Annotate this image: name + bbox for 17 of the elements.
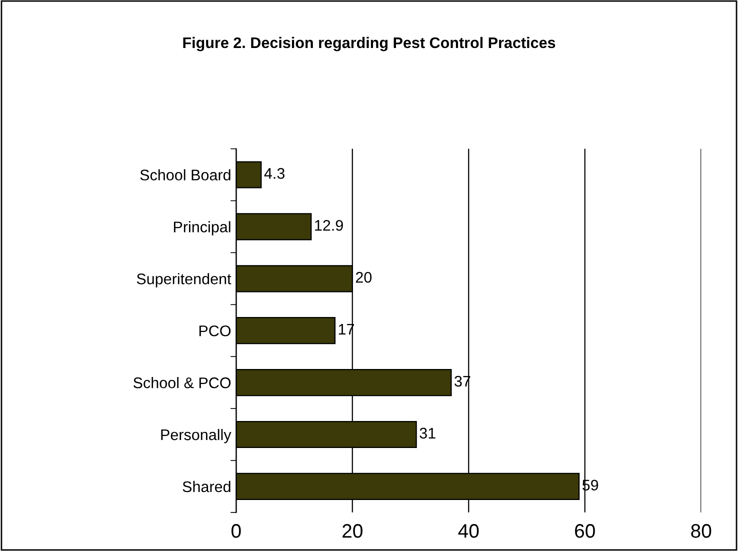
- y-tick-label: Personally: [161, 428, 232, 444]
- x-tick-label: 40: [458, 524, 479, 538]
- y-tick-label: School Board: [140, 169, 230, 180]
- data-label: 31: [420, 428, 436, 439]
- x-tick-label: 80: [691, 524, 712, 538]
- x-tick-label: 60: [575, 524, 595, 538]
- x-tick-label: 0: [232, 524, 241, 538]
- y-tick-label: Superitendent: [136, 273, 232, 288]
- data-label: 4.3: [264, 168, 284, 179]
- data-label: 20: [356, 272, 372, 283]
- y-tick-label: Shared: [182, 480, 230, 492]
- y-tick-label: PCO: [199, 325, 231, 336]
- chart-title: Figure 2. Decision regarding Pest Control Practices: [183, 36, 556, 52]
- y-tick-label: Principal: [174, 221, 230, 236]
- y-tick-label: School & PCO: [133, 377, 231, 388]
- x-tick-label: 20: [342, 524, 362, 538]
- data-label: 12.9: [315, 220, 343, 231]
